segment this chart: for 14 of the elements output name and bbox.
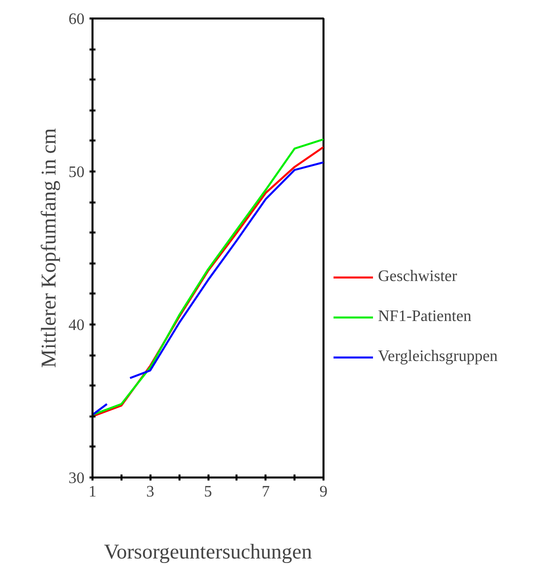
- y-tick-label: 30: [68, 470, 84, 487]
- legend-label: Vergleichsgruppen: [378, 348, 499, 366]
- y-tick-label: 40: [68, 317, 84, 334]
- legend-label: NF1-Patienten: [378, 308, 472, 326]
- y-tick-label: 60: [68, 11, 84, 28]
- x-tick-label: 7: [262, 484, 270, 500]
- x-tick-label: 1: [88, 484, 96, 500]
- y-axis-title: Mittlerer Kopfumfang in cm: [36, 128, 60, 368]
- y-tick-label: 50: [68, 164, 84, 181]
- x-tick-label: 9: [320, 484, 328, 500]
- x-tick-label: 3: [146, 484, 154, 500]
- x-axis-title: Vorsorgeuntersuchungen: [104, 540, 313, 564]
- legend-label: Geschwister: [378, 268, 458, 286]
- x-tick-label: 5: [204, 484, 212, 500]
